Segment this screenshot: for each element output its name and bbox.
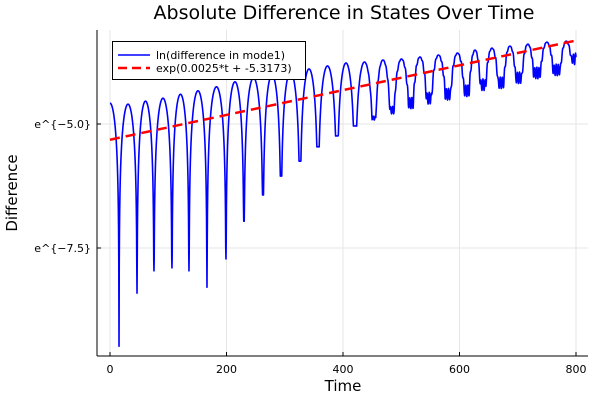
series-layer bbox=[109, 39, 577, 348]
y-tick-label: e^{−5.0} bbox=[34, 118, 91, 131]
series-line-mode1 bbox=[109, 40, 577, 348]
x-axis-label: Time bbox=[324, 377, 362, 395]
legend-label-red: exp(0.0025*t + -5.3173) bbox=[156, 62, 292, 75]
chart-title: Absolute Difference in States Over Time bbox=[154, 2, 535, 24]
legend-label-blue: ln(difference in mode1) bbox=[156, 49, 285, 62]
x-tick-label: 400 bbox=[332, 363, 353, 376]
legend-box bbox=[112, 41, 306, 80]
y-tick-label: e^{−7.5} bbox=[34, 242, 91, 255]
x-tick-label: 200 bbox=[216, 363, 237, 376]
x-tick-label: 600 bbox=[449, 363, 470, 376]
y-axis-label: Difference bbox=[3, 154, 21, 231]
legend: ln(difference in mode1) exp(0.0025*t + -… bbox=[112, 41, 306, 80]
x-tick-label: 0 bbox=[106, 363, 113, 376]
ticks: 0 200 400 600 800 e^{−5.0} e^{−7.5} bbox=[34, 118, 586, 376]
x-tick-label: 800 bbox=[566, 363, 587, 376]
